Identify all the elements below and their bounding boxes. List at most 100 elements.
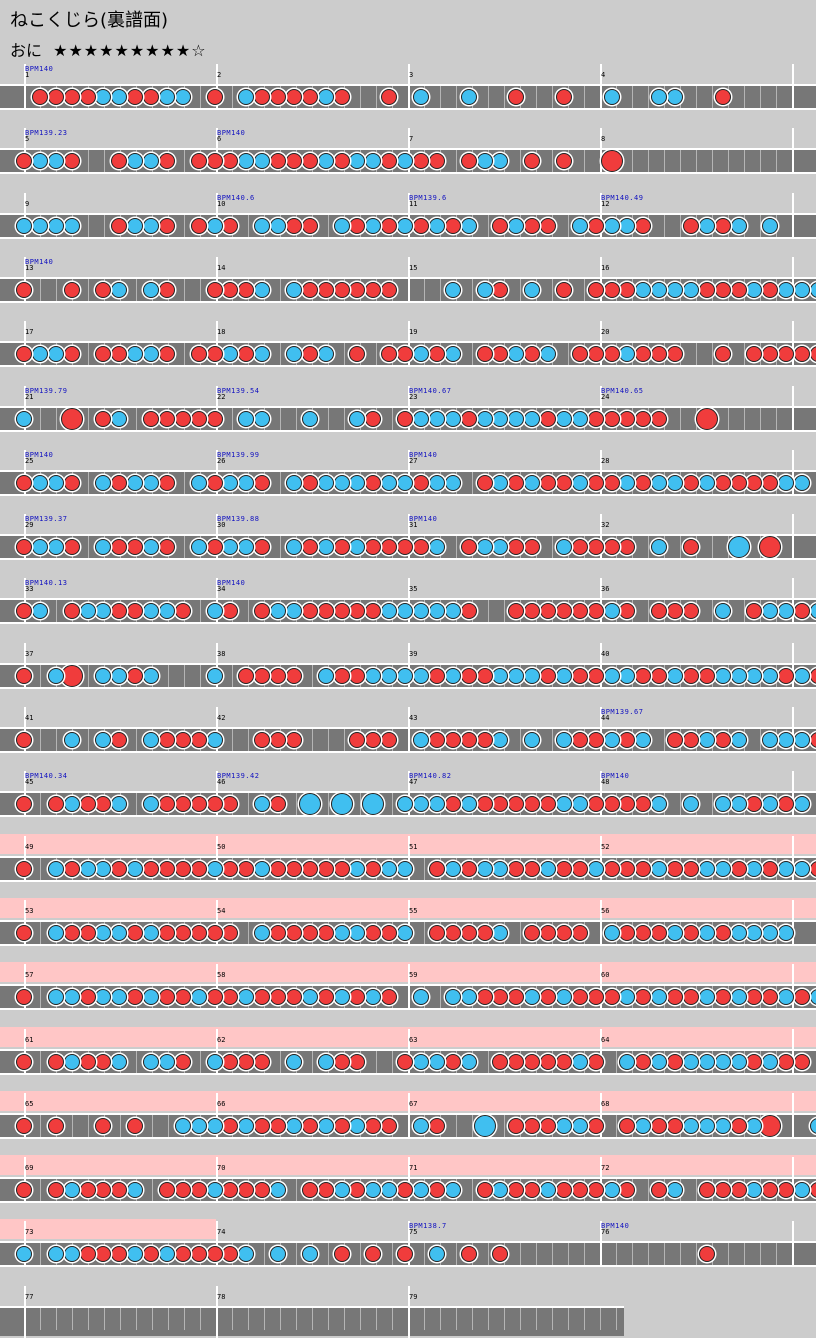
- don-note: [619, 924, 636, 941]
- beat-tick: [472, 1114, 473, 1137]
- beat-tick: [632, 86, 633, 108]
- measure-number: 38: [217, 649, 226, 658]
- don-note: [365, 1117, 382, 1134]
- don-note: [476, 732, 493, 748]
- ka-note: [47, 924, 64, 941]
- bpm-marker: BPM140: [25, 257, 54, 266]
- measure-number: 63: [409, 1035, 418, 1044]
- beat-tick: [744, 86, 745, 108]
- measure-number: 66: [217, 1099, 226, 1108]
- don-note: [540, 474, 557, 491]
- beat-tick: [152, 1179, 153, 1202]
- don-note: [349, 346, 366, 363]
- don-note: [222, 153, 239, 170]
- ka-note: [476, 281, 493, 298]
- measure-number: 73: [25, 1228, 34, 1237]
- ka-note: [285, 346, 302, 363]
- ka-note: [365, 667, 382, 684]
- beat-tick: [424, 921, 425, 944]
- barline: [216, 707, 218, 753]
- beat-tick: [760, 407, 761, 430]
- ka-note: [365, 153, 382, 170]
- don-note: [555, 603, 572, 620]
- ka-note: [619, 989, 636, 1006]
- beat-tick: [200, 600, 201, 623]
- don-note: [381, 346, 398, 363]
- ka-note: [714, 860, 731, 877]
- ka-note: [111, 410, 128, 427]
- ka-note: [127, 346, 144, 363]
- beat-tick: [296, 1243, 297, 1266]
- ka-note: [285, 603, 302, 620]
- ka-note: [206, 217, 223, 234]
- barline: [216, 128, 218, 175]
- ka-note: [127, 217, 144, 234]
- barline: [408, 899, 410, 946]
- don-note: [524, 1117, 541, 1134]
- don-note: [508, 989, 525, 1006]
- don-note: [301, 474, 318, 491]
- measure-number: 4: [601, 71, 606, 79]
- don-note: [714, 89, 731, 105]
- barline: [600, 64, 602, 110]
- bpm-marker: BPM140: [409, 450, 438, 459]
- don-note: [270, 1117, 287, 1134]
- barline: [600, 192, 602, 239]
- don-note: [587, 1117, 604, 1134]
- don-note: [460, 667, 477, 684]
- don-note: [746, 796, 763, 813]
- beat-tick: [88, 536, 89, 559]
- don-note: [746, 474, 763, 491]
- measure-number: 46: [217, 778, 226, 787]
- ka-note: [492, 860, 509, 877]
- don-note: [476, 346, 493, 363]
- beat-tick: [616, 1114, 617, 1137]
- measure-number: 42: [217, 714, 226, 722]
- don-note: [571, 732, 588, 748]
- beat-tick: [248, 921, 249, 944]
- ka-note: [63, 217, 80, 234]
- ka-note: [63, 989, 80, 1006]
- ka-note: [349, 1117, 366, 1134]
- beat-tick: [248, 600, 249, 623]
- don-note: [428, 732, 445, 748]
- ka-note-big: [362, 793, 385, 816]
- don-note: [555, 860, 572, 877]
- barline: [408, 1092, 410, 1139]
- bpm-marker: BPM139.67: [601, 708, 644, 716]
- don-note: [47, 796, 64, 813]
- ka-note: [698, 732, 715, 748]
- bpm-marker: BPM140.13: [25, 579, 68, 588]
- ka-note: [508, 346, 525, 363]
- gogo-section: [216, 1090, 408, 1111]
- beat-tick: [88, 471, 89, 494]
- don-note: [285, 924, 302, 941]
- bpm-marker: BPM140.49: [601, 193, 644, 202]
- measure-number: 25: [25, 456, 34, 465]
- don-note: [111, 217, 128, 234]
- ka-note: [413, 89, 429, 105]
- don-note: [63, 924, 80, 941]
- barline: [408, 1221, 410, 1268]
- don-note: [95, 1117, 112, 1134]
- beat-tick: [88, 343, 89, 366]
- don-note: [794, 346, 811, 363]
- beat-tick: [296, 1307, 297, 1330]
- beat-tick: [248, 729, 249, 751]
- beat-tick: [184, 214, 185, 237]
- don-note: [270, 732, 287, 748]
- ka-note: [460, 89, 477, 105]
- don-note: [349, 1053, 366, 1070]
- ka-note: [254, 153, 271, 170]
- ka-note: [397, 153, 414, 170]
- beat-tick: [328, 214, 329, 237]
- ka-note: [111, 796, 128, 813]
- beat-tick: [760, 86, 761, 108]
- don-note: [714, 1182, 731, 1199]
- ka-note: [79, 603, 96, 620]
- don-note: [492, 346, 509, 363]
- don-note: [667, 603, 684, 620]
- don-note: [587, 539, 604, 556]
- beat-tick: [40, 1114, 41, 1137]
- don-note: [301, 89, 318, 105]
